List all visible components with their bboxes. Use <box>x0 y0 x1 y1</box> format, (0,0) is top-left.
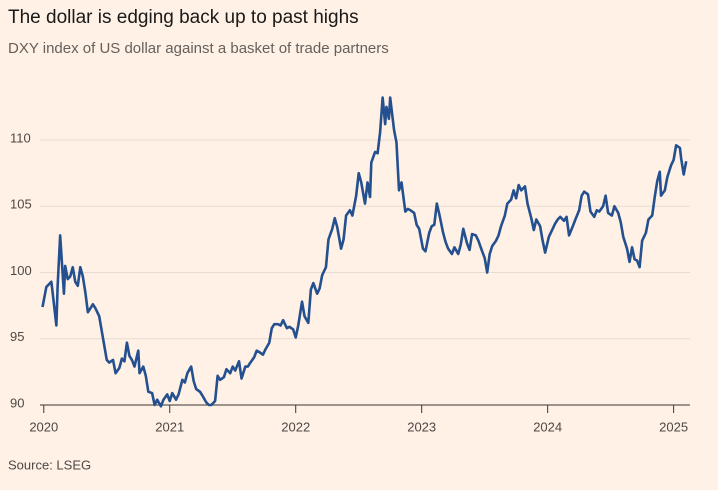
source-note: Source: LSEG <box>8 457 91 472</box>
y-tick-label: 100 <box>10 263 32 278</box>
x-tick-label: 2023 <box>407 419 436 434</box>
y-tick-label: 110 <box>10 130 31 145</box>
data-line <box>41 96 688 408</box>
x-tick-label: 2024 <box>533 419 562 434</box>
x-tick-label: 2020 <box>29 419 58 434</box>
x-tick-label: 2025 <box>659 419 688 434</box>
y-tick-label: 90 <box>10 395 24 410</box>
chart-title: The dollar is edging back up to past hig… <box>8 7 359 28</box>
x-tick-label: 2021 <box>155 419 184 434</box>
chart-subtitle: DXY index of US dollar against a basket … <box>8 40 389 57</box>
y-tick-label: 95 <box>10 329 24 344</box>
y-tick-label: 105 <box>10 197 32 212</box>
x-tick-label: 2022 <box>281 419 310 434</box>
